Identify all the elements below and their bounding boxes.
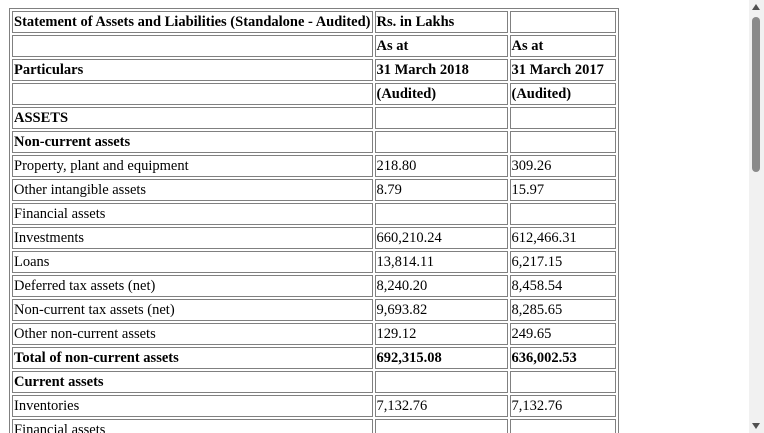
col-2018-status: (Audited) xyxy=(374,83,508,105)
value-2018 xyxy=(374,107,508,129)
value-2018 xyxy=(374,371,508,393)
table-row: Non-current tax assets (net) 9,693.82 8,28… xyxy=(12,299,616,321)
value-2018: 9,693.82 xyxy=(374,299,508,321)
value-2018: 129.12 xyxy=(374,323,508,345)
scroll-up-arrow-icon[interactable] xyxy=(752,4,760,10)
value-2017 xyxy=(509,419,616,433)
value-2017: 309.26 xyxy=(509,155,616,177)
statement-title: Statement of Assets and Liabilities (Sta… xyxy=(12,11,373,33)
value-2018: 8,240.20 xyxy=(374,275,508,297)
header-row-status: (Audited) (Audited) xyxy=(12,83,616,105)
value-2018 xyxy=(374,419,508,433)
vertical-scrollbar[interactable] xyxy=(749,0,764,433)
table-row: Other non-current assets 129.12 249.65 xyxy=(12,323,616,345)
table-row: Property, plant and equipment 218.80 309.2… xyxy=(12,155,616,177)
value-2017 xyxy=(509,203,616,225)
value-2018 xyxy=(374,131,508,153)
table-row: Current assets xyxy=(12,371,616,393)
header-row-title: Statement of Assets and Liabilities (Sta… xyxy=(12,11,616,33)
col-2017-date: 31 March 2017 xyxy=(509,59,616,81)
row-label: Non-current tax assets (net) xyxy=(12,299,373,321)
row-label: ASSETS xyxy=(12,107,373,129)
empty-cell xyxy=(12,35,373,57)
row-label: Other intangible assets xyxy=(12,179,373,201)
table-row: Investments 660,210.24 612,466.31 xyxy=(12,227,616,249)
value-2018: 218.80 xyxy=(374,155,508,177)
row-label: Loans xyxy=(12,251,373,273)
col-2017-status: (Audited) xyxy=(509,83,616,105)
value-2018 xyxy=(374,203,508,225)
unit-label: Rs. in Lakhs xyxy=(374,11,508,33)
value-2017 xyxy=(509,371,616,393)
row-label: Total of non-current assets xyxy=(12,347,373,369)
scroll-thumb[interactable] xyxy=(752,17,760,172)
value-2018: 8.79 xyxy=(374,179,508,201)
row-label: Inventories xyxy=(12,395,373,417)
empty-cell xyxy=(509,11,616,33)
col-2018-date: 31 March 2018 xyxy=(374,59,508,81)
table-row: Loans 13,814.11 6,217.15 xyxy=(12,251,616,273)
value-2018: 692,315.08 xyxy=(374,347,508,369)
table-row: Financial assets xyxy=(12,203,616,225)
table-row: Non-current assets xyxy=(12,131,616,153)
value-2017: 15.97 xyxy=(509,179,616,201)
row-label: Other non-current assets xyxy=(12,323,373,345)
value-2017: 7,132.76 xyxy=(509,395,616,417)
empty-cell xyxy=(12,83,373,105)
header-row-dates: Particulars 31 March 2018 31 March 2017 xyxy=(12,59,616,81)
table-row: Inventories 7,132.76 7,132.76 xyxy=(12,395,616,417)
value-2018: 7,132.76 xyxy=(374,395,508,417)
scroll-down-arrow-icon[interactable] xyxy=(752,423,760,429)
table-row: Total of non-current assets 692,315.08 636… xyxy=(12,347,616,369)
table-row: Deferred tax assets (net) 8,240.20 8,458.5… xyxy=(12,275,616,297)
value-2017: 8,285.65 xyxy=(509,299,616,321)
value-2017 xyxy=(509,131,616,153)
row-label: Financial assets xyxy=(12,203,373,225)
row-label: Non-current assets xyxy=(12,131,373,153)
row-label: Deferred tax assets (net) xyxy=(12,275,373,297)
row-label: Financial assets xyxy=(12,419,373,433)
table-row: Financial assets xyxy=(12,419,616,433)
col-2017-as-at: As at xyxy=(509,35,616,57)
table-row: ASSETS xyxy=(12,107,616,129)
value-2018: 660,210.24 xyxy=(374,227,508,249)
header-row-as-at: As at As at xyxy=(12,35,616,57)
row-label: Current assets xyxy=(12,371,373,393)
value-2017 xyxy=(509,107,616,129)
document-content: Statement of Assets and Liabilities (Sta… xyxy=(9,8,619,433)
value-2017: 612,466.31 xyxy=(509,227,616,249)
value-2018: 13,814.11 xyxy=(374,251,508,273)
particulars-heading: Particulars xyxy=(12,59,373,81)
value-2017: 6,217.15 xyxy=(509,251,616,273)
value-2017: 8,458.54 xyxy=(509,275,616,297)
row-label: Property, plant and equipment xyxy=(12,155,373,177)
value-2017: 249.65 xyxy=(509,323,616,345)
col-2018-as-at: As at xyxy=(374,35,508,57)
row-label: Investments xyxy=(12,227,373,249)
value-2017: 636,002.53 xyxy=(509,347,616,369)
assets-liabilities-table: Statement of Assets and Liabilities (Sta… xyxy=(9,8,619,433)
table-row: Other intangible assets 8.79 15.97 xyxy=(12,179,616,201)
